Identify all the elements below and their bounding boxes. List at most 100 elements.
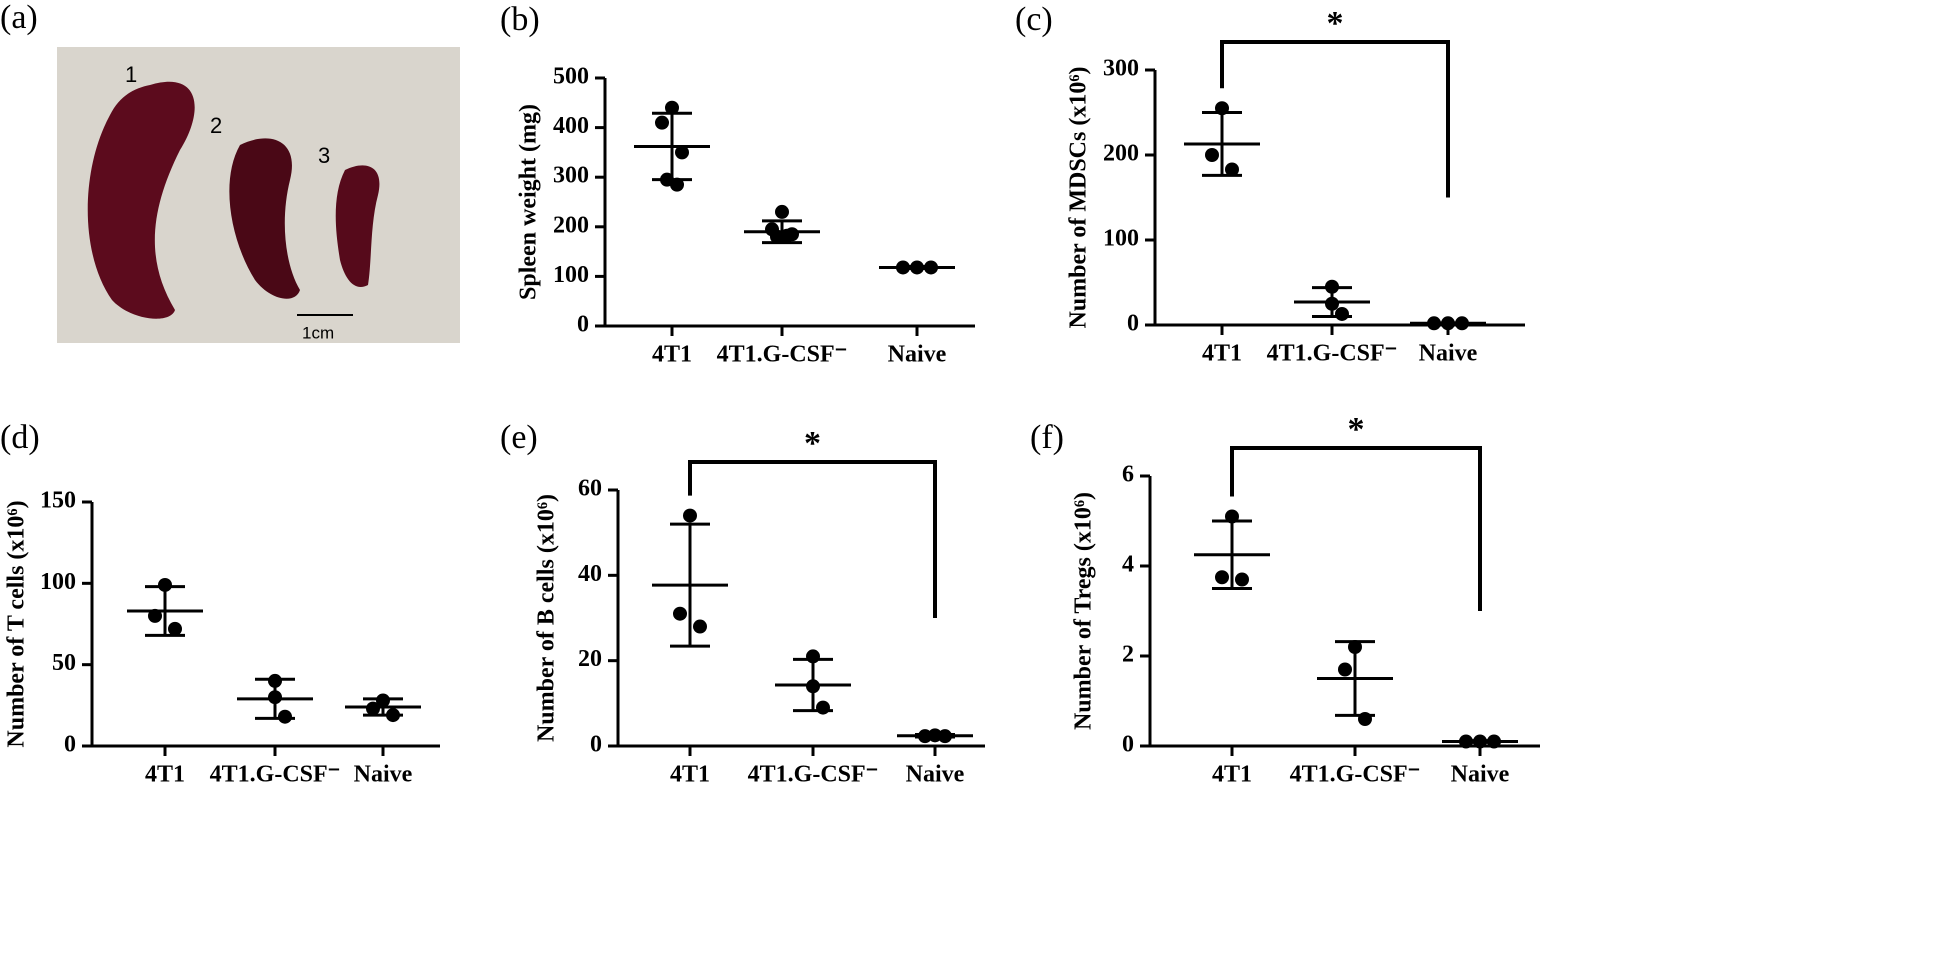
x-tick-label: Naive [906, 762, 965, 788]
photo-panel: (a) 1 2 3 1cm [0, 0, 460, 343]
x-tick-label: 4T1.G-CSF⁻ [1267, 341, 1398, 367]
data-point [924, 260, 938, 275]
y-tick-label: 200 [553, 212, 589, 238]
data-point [938, 729, 952, 744]
y-tick-label: 0 [1122, 732, 1134, 758]
data-point [278, 709, 292, 724]
data-point [896, 260, 910, 275]
photo-label: 2 [210, 113, 222, 138]
data-point [665, 100, 679, 115]
data-point [1441, 316, 1455, 331]
data-point [675, 145, 689, 160]
data-point [1338, 662, 1352, 677]
data-point [918, 729, 932, 744]
data-point [673, 606, 687, 621]
data-point [158, 577, 172, 592]
panel-label: (a) [0, 0, 38, 36]
data-point [1487, 734, 1501, 749]
data-point [910, 260, 924, 275]
panel-label: (b) [500, 1, 540, 38]
y-axis-label: Number of B cells (x10⁶) [534, 494, 560, 742]
y-tick-label: 2 [1122, 642, 1134, 668]
y-axis-label: Number of MDSCs (x10⁶) [1066, 66, 1092, 328]
significance-bracket [688, 460, 937, 618]
x-tick-label: Naive [1419, 341, 1478, 367]
x-tick-label: 4T1 [652, 342, 692, 368]
chart-panel: (b) Spleen weight (mg) 0 100 200 300 400 500 4T1… [500, 1, 975, 368]
y-axis-label: Number of T cells (x10⁶) [4, 500, 30, 747]
data-point [1335, 306, 1349, 321]
data-point [1455, 316, 1469, 331]
significance-label: * [804, 425, 821, 462]
y-axis-label: Number of Tregs (x10⁶) [1071, 492, 1097, 730]
data-point [1215, 101, 1229, 116]
y-tick-label: 500 [553, 64, 589, 90]
y-tick-label: 0 [1127, 311, 1139, 337]
panel-label: (d) [0, 419, 40, 456]
data-point [168, 621, 182, 636]
data-point [1225, 162, 1239, 177]
y-tick-label: 0 [590, 732, 602, 758]
data-point [1427, 316, 1441, 331]
x-tick-label: 4T1 [1212, 762, 1252, 788]
data-point [268, 690, 282, 705]
chart-panel: (f) Number of Tregs (x10⁶) 0 2 4 6 4T1 4T1.G-CS… [1030, 411, 1540, 788]
x-tick-label: 4T1.G-CSF⁻ [717, 342, 848, 368]
y-tick-label: 4 [1122, 552, 1134, 578]
data-point [655, 115, 669, 130]
x-tick-label: Naive [354, 762, 413, 788]
y-tick-label: 100 [40, 569, 76, 595]
y-tick-label: 0 [577, 312, 589, 338]
scale-bar-label: 1cm [302, 323, 334, 342]
data-point [806, 649, 820, 664]
data-point [816, 700, 830, 715]
data-point [683, 508, 697, 523]
significance-label: * [1327, 5, 1344, 42]
x-tick-label: 4T1.G-CSF⁻ [748, 762, 879, 788]
x-tick-label: Naive [888, 342, 947, 368]
x-tick-label: 4T1 [670, 762, 710, 788]
chart-panel: (d) Number of T cells (x10⁶) 0 50 100 150 4T1 4… [0, 419, 440, 788]
y-tick-label: 200 [1103, 141, 1139, 167]
significance-bracket [1230, 446, 1482, 611]
spleen [87, 81, 195, 319]
chart-panel: (e) Number of B cells (x10⁶) 0 20 40 60 4T1 4T1… [500, 419, 985, 788]
y-tick-label: 40 [578, 561, 602, 587]
y-tick-label: 100 [1103, 226, 1139, 252]
data-point [928, 728, 942, 743]
data-point [1358, 712, 1372, 726]
x-tick-label: 4T1.G-CSF⁻ [1290, 762, 1421, 788]
data-point [1473, 734, 1487, 749]
y-tick-label: 400 [553, 113, 589, 139]
data-point [693, 619, 707, 634]
data-point [376, 693, 390, 708]
y-tick-label: 300 [1103, 56, 1139, 82]
data-point [148, 608, 162, 623]
y-tick-label: 60 [578, 476, 602, 502]
panel-label: (c) [1015, 1, 1053, 38]
data-point [1225, 509, 1239, 524]
data-point [775, 204, 789, 219]
spleen [229, 138, 300, 299]
y-tick-label: 100 [553, 262, 589, 288]
data-point [1348, 640, 1362, 654]
data-point [268, 673, 282, 688]
data-point [1205, 148, 1219, 162]
y-tick-label: 0 [64, 732, 76, 758]
data-point [1215, 570, 1229, 585]
data-point [386, 708, 400, 723]
y-tick-label: 150 [40, 488, 76, 514]
x-tick-label: 4T1.G-CSF⁻ [210, 762, 341, 788]
data-point [1325, 296, 1339, 311]
photo-label: 1 [125, 62, 137, 87]
data-point [366, 701, 380, 716]
spleen [335, 165, 380, 288]
significance-label: * [1348, 411, 1365, 448]
data-point [1459, 734, 1473, 749]
photo-label: 3 [318, 143, 330, 168]
y-axis-label: Spleen weight (mg) [516, 104, 542, 300]
x-tick-label: 4T1 [145, 762, 185, 788]
panel-label: (e) [500, 419, 538, 456]
data-point [670, 177, 684, 192]
